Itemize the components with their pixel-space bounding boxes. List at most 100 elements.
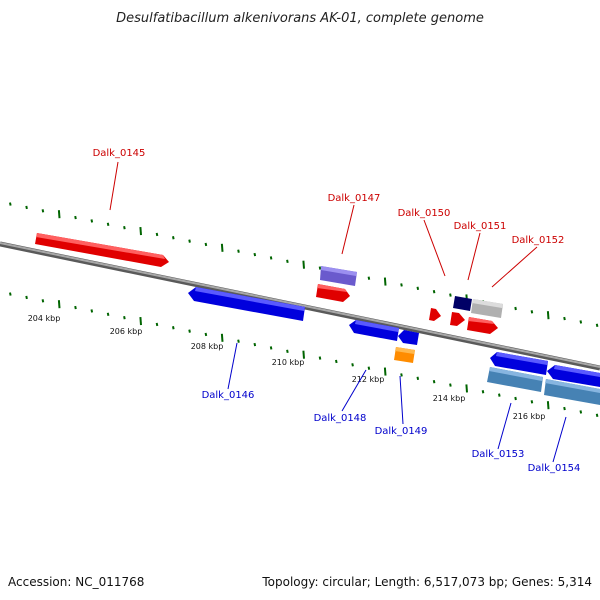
minor-tick [269, 346, 273, 350]
gene-label-dalk-0147[interactable]: Dalk_0147 [328, 193, 381, 204]
minor-tick [563, 316, 566, 321]
reverse-strand-genes [188, 287, 600, 405]
minor-tick [188, 239, 191, 243]
minor-tick [237, 339, 240, 343]
topology-text: Topology: circular; Length: 6,517,073 bp… [261, 575, 592, 589]
minor-tick [318, 266, 322, 270]
minor-tick [123, 225, 126, 230]
label-leader-lines [109, 161, 567, 463]
gene-label-dalk-0151[interactable]: Dalk_0151 [454, 221, 507, 232]
scale-label: 206 kbp [110, 327, 143, 336]
minor-tick [41, 299, 45, 303]
scale-label: 214 kbp [433, 394, 466, 403]
scale-labels: 204 kbp 206 kbp 208 kbp 210 kbp 212 kbp … [28, 314, 546, 421]
minor-tick [253, 342, 257, 347]
minor-tick [400, 283, 403, 287]
minor-tick [514, 306, 517, 311]
minor-tick [25, 295, 28, 300]
major-tick [220, 333, 224, 342]
minor-tick [563, 406, 566, 411]
major-tick [139, 226, 142, 236]
minor-tick [416, 286, 420, 290]
gene-dalk-0151[interactable] [467, 317, 498, 334]
scale-label: 216 kbp [513, 412, 546, 421]
gene-dalk-0149[interactable] [394, 347, 415, 363]
scale-label: 210 kbp [272, 358, 305, 367]
minor-tick [74, 215, 77, 220]
minor-tick [269, 256, 273, 260]
major-tick [302, 350, 305, 359]
gene-label-dalk-0153[interactable]: Dalk_0153 [472, 449, 525, 460]
minor-tick [530, 400, 534, 404]
minor-tick [9, 202, 12, 206]
minor-tick [449, 383, 452, 387]
major-tick [57, 300, 61, 309]
scale-label: 208 kbp [191, 342, 224, 351]
forward-strand-genes [35, 233, 503, 334]
minor-tick [172, 236, 175, 240]
minor-tick [106, 312, 110, 316]
minor-tick [237, 249, 240, 253]
minor-tick [498, 393, 501, 397]
minor-tick [9, 292, 12, 296]
major-tick [139, 316, 142, 326]
minor-tick [416, 376, 420, 380]
gene-dalk-0148[interactable] [349, 320, 419, 345]
minor-tick [286, 349, 289, 354]
minor-tick [25, 205, 28, 210]
major-tick [57, 210, 61, 219]
minor-tick [123, 315, 126, 320]
gene-label-dalk-0149[interactable]: Dalk_0149 [375, 426, 428, 437]
minor-tick [367, 276, 371, 280]
minor-tick [90, 219, 94, 223]
gene-label-dalk-0150[interactable]: Dalk_0150 [398, 208, 451, 219]
minor-tick [188, 329, 191, 333]
major-tick [465, 384, 468, 393]
gene-dalk-0154[interactable] [544, 365, 600, 405]
major-tick [220, 243, 224, 252]
minor-tick [106, 222, 110, 226]
gene-label-dalk-0154[interactable]: Dalk_0154 [528, 463, 581, 474]
minor-tick [155, 232, 159, 237]
gene-dalk-0152[interactable] [471, 299, 503, 318]
gene-labels: Dalk_0145 Dalk_0147 Dalk_0150 Dalk_0151 … [93, 148, 581, 474]
lower-tick-track [9, 292, 599, 418]
minor-tick [367, 366, 371, 370]
minor-tick [481, 390, 485, 394]
gene-label-dalk-0146[interactable]: Dalk_0146 [202, 390, 255, 401]
minor-tick [432, 379, 436, 384]
minor-tick [318, 356, 322, 360]
minor-tick [155, 322, 159, 327]
minor-tick [514, 396, 517, 401]
minor-tick [335, 359, 338, 364]
minor-tick [595, 323, 599, 328]
minor-tick [90, 309, 94, 313]
minor-tick [204, 242, 208, 247]
scale-label: 204 kbp [28, 314, 61, 323]
major-tick [383, 277, 387, 286]
minor-tick [595, 413, 599, 418]
minor-tick [449, 293, 452, 297]
minor-tick [530, 310, 534, 314]
gene-label-dalk-0152[interactable]: Dalk_0152 [512, 235, 565, 246]
minor-tick [172, 326, 175, 330]
dna-backbone [0, 241, 600, 371]
major-tick [546, 311, 550, 320]
gene-dalk-0146[interactable] [188, 287, 305, 321]
gene-label-dalk-0145[interactable]: Dalk_0145 [93, 148, 146, 159]
major-tick [302, 260, 305, 269]
gene-dalk-0150[interactable] [429, 296, 472, 326]
gene-dalk-0153[interactable] [487, 352, 548, 392]
gene-label-dalk-0148[interactable]: Dalk_0148 [314, 413, 367, 424]
gene-dalk-0147[interactable] [316, 266, 357, 302]
minor-tick [579, 320, 583, 324]
scale-label: 212 kbp [352, 375, 385, 384]
gene-dalk-0145[interactable] [35, 233, 169, 267]
map-title: Desulfatibacillum alkenivorans AK-01, co… [116, 11, 484, 26]
major-tick [546, 401, 550, 410]
minor-tick [41, 209, 45, 213]
minor-tick [432, 289, 436, 294]
minor-tick [400, 373, 403, 377]
